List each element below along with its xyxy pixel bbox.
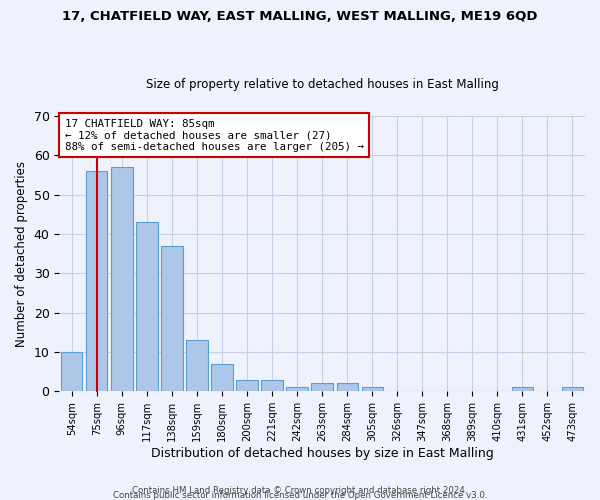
Bar bbox=[512, 388, 533, 392]
Bar bbox=[161, 246, 182, 392]
Bar bbox=[262, 380, 283, 392]
X-axis label: Distribution of detached houses by size in East Malling: Distribution of detached houses by size … bbox=[151, 447, 494, 460]
Bar bbox=[236, 380, 257, 392]
Bar bbox=[286, 388, 308, 392]
Bar bbox=[187, 340, 208, 392]
Bar bbox=[111, 167, 133, 392]
Bar bbox=[362, 388, 383, 392]
Text: 17, CHATFIELD WAY, EAST MALLING, WEST MALLING, ME19 6QD: 17, CHATFIELD WAY, EAST MALLING, WEST MA… bbox=[62, 10, 538, 23]
Bar bbox=[562, 388, 583, 392]
Bar bbox=[86, 171, 107, 392]
Bar bbox=[136, 222, 158, 392]
Text: 17 CHATFIELD WAY: 85sqm
← 12% of detached houses are smaller (27)
88% of semi-de: 17 CHATFIELD WAY: 85sqm ← 12% of detache… bbox=[65, 118, 364, 152]
Text: Contains HM Land Registry data © Crown copyright and database right 2024.: Contains HM Land Registry data © Crown c… bbox=[132, 486, 468, 495]
Title: Size of property relative to detached houses in East Malling: Size of property relative to detached ho… bbox=[146, 78, 499, 91]
Bar bbox=[211, 364, 233, 392]
Y-axis label: Number of detached properties: Number of detached properties bbox=[15, 160, 28, 346]
Bar bbox=[337, 384, 358, 392]
Text: Contains public sector information licensed under the Open Government Licence v3: Contains public sector information licen… bbox=[113, 491, 487, 500]
Bar bbox=[311, 384, 333, 392]
Bar bbox=[61, 352, 82, 392]
